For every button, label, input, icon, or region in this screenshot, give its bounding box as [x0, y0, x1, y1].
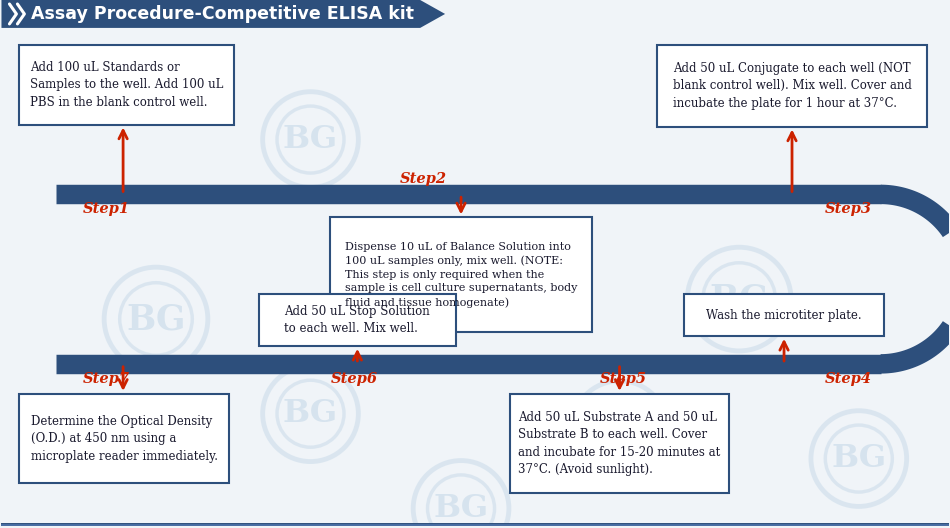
FancyBboxPatch shape: [19, 45, 234, 125]
Text: Assay Procedure-Competitive ELISA kit: Assay Procedure-Competitive ELISA kit: [31, 5, 414, 23]
FancyBboxPatch shape: [258, 294, 456, 346]
FancyBboxPatch shape: [19, 394, 229, 484]
FancyBboxPatch shape: [510, 394, 730, 494]
Text: BG: BG: [831, 443, 886, 474]
Text: BG: BG: [283, 398, 338, 429]
Text: Add 100 uL Standards or
Samples to the well. Add 100 uL
PBS in the blank control: Add 100 uL Standards or Samples to the w…: [29, 61, 223, 109]
FancyBboxPatch shape: [684, 294, 884, 336]
Text: BG: BG: [283, 124, 338, 155]
FancyBboxPatch shape: [657, 45, 926, 127]
Text: Add 50 uL Stop Solution
to each well. Mix well.: Add 50 uL Stop Solution to each well. Mi…: [284, 305, 430, 335]
Text: Step5: Step5: [599, 372, 647, 386]
Text: Determine the Optical Density
(O.D.) at 450 nm using a
microplate reader immedia: Determine the Optical Density (O.D.) at …: [30, 414, 218, 463]
Text: Dispense 10 uL of Balance Solution into
100 uL samples only, mix well. (NOTE:
Th: Dispense 10 uL of Balance Solution into …: [345, 242, 578, 308]
Text: Step6: Step6: [331, 372, 377, 386]
Text: BG: BG: [433, 493, 488, 524]
Text: Step7: Step7: [84, 372, 130, 386]
Text: Step2: Step2: [400, 173, 447, 186]
Text: BG: BG: [592, 413, 647, 444]
Text: Add 50 uL Conjugate to each well (NOT
blank control well). Mix well. Cover and
i: Add 50 uL Conjugate to each well (NOT bl…: [673, 62, 911, 110]
Text: Step4: Step4: [825, 372, 872, 386]
Text: Wash the microtiter plate.: Wash the microtiter plate.: [706, 308, 862, 322]
Text: Step3: Step3: [825, 202, 872, 216]
Text: BG: BG: [126, 302, 186, 336]
FancyBboxPatch shape: [331, 218, 592, 332]
Text: Step1: Step1: [84, 202, 130, 216]
Text: BG: BG: [710, 282, 769, 316]
Polygon shape: [2, 0, 446, 28]
Text: Add 50 uL Substrate A and 50 uL
Substrate B to each well. Cover
and incubate for: Add 50 uL Substrate A and 50 uL Substrat…: [519, 411, 721, 476]
